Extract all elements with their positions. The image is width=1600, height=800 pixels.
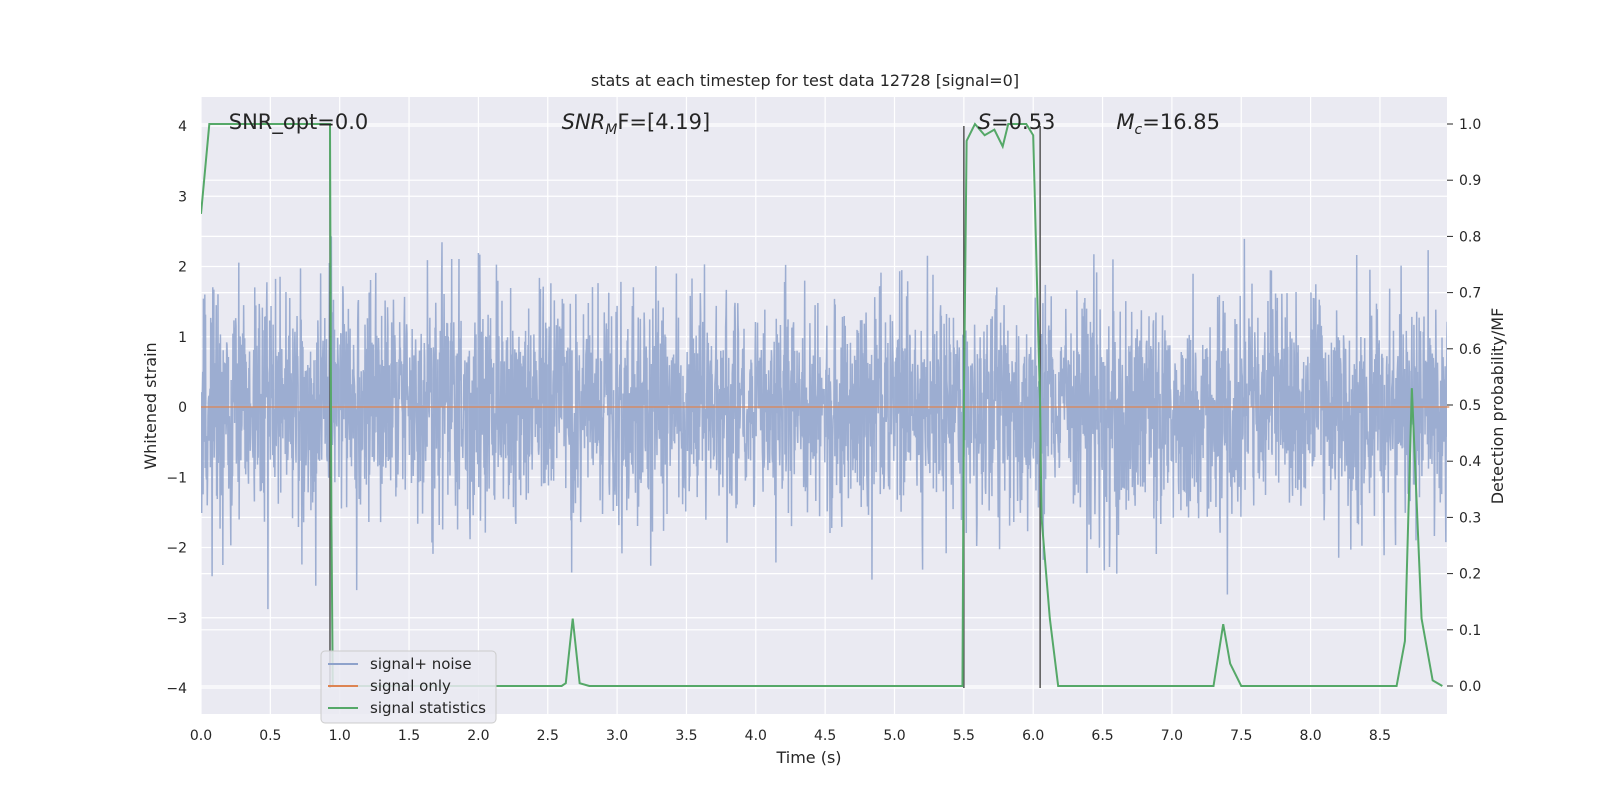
y-left-tick-label: 1: [178, 330, 187, 346]
annotation-text: SNR_opt=0.0: [229, 110, 369, 135]
x-tick-label: 0.0: [190, 728, 212, 744]
y-left-tick-label: −4: [166, 681, 187, 697]
legend-label: signal only: [370, 677, 451, 695]
legend: signal+ noise signal only signal statistic…: [320, 650, 497, 724]
x-tick-label: 7.0: [1161, 728, 1183, 744]
x-tick-label: 4.5: [814, 728, 836, 744]
y-left-tick-label: −3: [166, 611, 187, 627]
x-tick-label: 5.5: [953, 728, 975, 744]
series-signal-statistics: [201, 122, 1443, 687]
x-tick-label: 1.0: [329, 728, 351, 744]
y-right-tick-label: 0.2: [1459, 567, 1481, 583]
y-left-tick-label: 4: [178, 119, 187, 135]
chart-title: stats at each timestep for test data 127…: [591, 71, 1019, 90]
annotations: SNR_opt=0.0 SNRMF=[4.19] S=0.53 Mc=16.85: [229, 110, 1220, 138]
x-tick-label: 7.5: [1230, 728, 1252, 744]
x-tick-label: 1.5: [398, 728, 420, 744]
x-tick-label: 8.5: [1369, 728, 1391, 744]
y-right-tick-label: 0.7: [1459, 286, 1481, 302]
y-axis-left-ticks: −4 −3 −2 −1 0 1 2 3 4: [166, 119, 187, 697]
y-right-tick-label: 0.1: [1459, 623, 1481, 639]
x-tick-label: 2.5: [537, 728, 559, 744]
x-tick-label: 3.0: [606, 728, 628, 744]
x-tick-label: 5.0: [883, 728, 905, 744]
legend-label: signal statistics: [370, 699, 486, 717]
x-tick-label: 2.0: [467, 728, 489, 744]
y-axis-left-label: Whitened strain: [141, 342, 160, 469]
y-right-tick-label: 0.3: [1459, 510, 1481, 526]
y-left-tick-label: −1: [166, 470, 187, 486]
y-right-tick-label: 0.8: [1459, 229, 1481, 245]
x-axis-label: Time (s): [775, 748, 841, 767]
x-tick-label: 3.5: [675, 728, 697, 744]
y-right-tick-label: 0.5: [1459, 398, 1481, 414]
x-tick-label: 6.0: [1022, 728, 1044, 744]
y-right-tick-label: 1.0: [1459, 117, 1481, 133]
y-left-tick-label: 2: [178, 260, 187, 276]
x-tick-label: 4.0: [745, 728, 767, 744]
y-left-tick-label: 3: [178, 189, 187, 205]
annotation-text: SNRMF=[4.19]: [562, 110, 711, 138]
x-axis-ticks: 0.0 0.5 1.0 1.5 2.0 2.5 3.0 3.5 4.0 4.5 5.0 5.5 6.0 6…: [190, 728, 1391, 744]
statistics-line: [201, 122, 1443, 687]
y-right-tick-label: 0.9: [1459, 173, 1481, 189]
noise-line: [201, 236, 1447, 610]
y-right-tick-label: 0.6: [1459, 342, 1481, 358]
x-tick-label: 0.5: [259, 728, 281, 744]
annotation-text: S=0.53: [978, 110, 1056, 134]
y-axis-right-ticks: 0.0 0.1 0.2 0.3 0.4 0.5 0.6 0.7 0.8 0.9 1.0: [1447, 117, 1481, 695]
y-right-tick-label: 0.0: [1459, 679, 1481, 695]
y-right-tick-label: 0.4: [1459, 454, 1481, 470]
legend-frame: [320, 650, 497, 724]
x-tick-label: 8.0: [1299, 728, 1321, 744]
annotation-text: Mc=16.85: [1116, 110, 1220, 138]
x-tick-label: 6.5: [1091, 728, 1113, 744]
legend-label: signal+ noise: [370, 655, 472, 673]
y-left-tick-label: −2: [166, 541, 187, 557]
y-left-tick-label: 0: [178, 400, 187, 416]
y-axis-right-label: Detection probability/MF: [1488, 308, 1507, 505]
series-signal-noise: [201, 236, 1447, 610]
